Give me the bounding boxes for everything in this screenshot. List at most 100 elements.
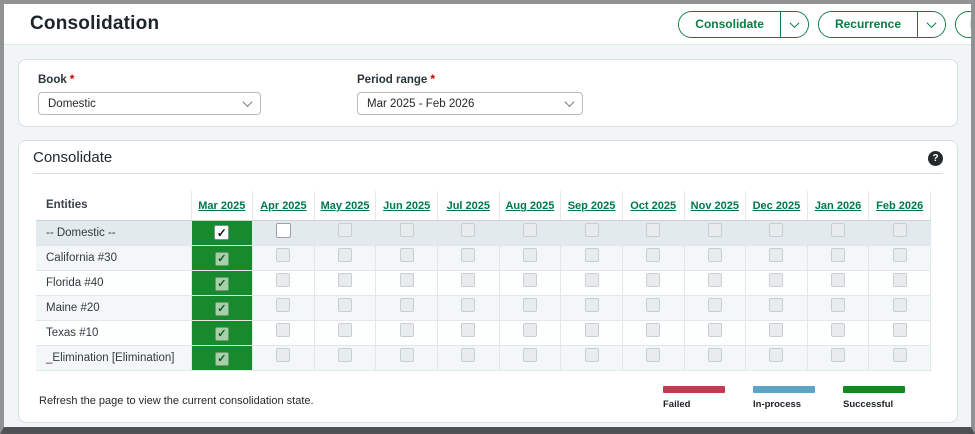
cell-florida-40-jun-2025: [375, 270, 438, 296]
checkbox-california-30-oct-2025: [646, 248, 661, 262]
checkbox-florida-40-nov-2025: [707, 273, 722, 287]
month-link-jan-2026[interactable]: Jan 2026: [814, 200, 862, 213]
checkbox-texas-10-may-2025: [338, 323, 353, 337]
month-column-header-oct-2025: Oct 2025: [622, 191, 685, 221]
cell-california-30-dec-2025: [745, 245, 808, 271]
cell-california-30-nov-2025: [684, 245, 747, 271]
legend-label: Failed: [663, 399, 691, 410]
month-link-jul-2025[interactable]: Jul 2025: [446, 200, 491, 213]
legend-color-bar-successful: [843, 386, 905, 393]
checkbox-texas-10-jan-2026: [831, 323, 846, 337]
consolidate-card: Consolidate ? Entities Mar 2025 Apr 2025 Ma…: [18, 140, 958, 423]
recurrence-dropdown-button[interactable]: [917, 11, 945, 37]
month-column-header-mar-2025: Mar 2025: [191, 191, 254, 221]
checkbox-maine-20-apr-2025: [276, 298, 291, 312]
cell-florida-40-apr-2025: [252, 270, 315, 296]
help-icon[interactable]: ?: [928, 151, 943, 166]
period-range-field: Period range * Mar 2025 - Feb 2026: [357, 72, 583, 126]
recurrence-button-group: Recurrence: [817, 10, 946, 38]
checkbox-florida-40-jul-2025: [461, 273, 476, 287]
cell-texas-10-mar-2025: ✓: [191, 320, 254, 346]
checkbox-domestic-nov-2025: [707, 223, 722, 237]
cell-texas-10-jul-2025: [437, 320, 500, 346]
cell-elimination-elimination-sep-2025: [560, 345, 623, 371]
legend-label: In-process: [753, 399, 802, 410]
cell-texas-10-jun-2025: [375, 320, 438, 346]
checkbox-elimination-elimination-mar-2025: ✓: [214, 352, 229, 366]
entity-name: Florida #40: [36, 270, 192, 296]
checkbox-california-30-may-2025: [338, 248, 353, 262]
month-column-header-jul-2025: Jul 2025: [437, 191, 500, 221]
checkbox-domestic-oct-2025: [646, 223, 661, 237]
checkbox-california-30-apr-2025: [276, 248, 291, 262]
cell-texas-10-apr-2025: [252, 320, 315, 346]
cell-texas-10-feb-2026: [868, 320, 931, 346]
cell-maine-20-mar-2025: ✓: [191, 295, 254, 321]
cell-domestic-aug-2025: [499, 220, 562, 246]
month-link-nov-2025[interactable]: Nov 2025: [690, 200, 739, 213]
cell-elimination-elimination-aug-2025: [499, 345, 562, 371]
book-select[interactable]: Domestic: [38, 92, 261, 115]
checkbox-florida-40-sep-2025: [584, 273, 599, 287]
cell-elimination-elimination-apr-2025: [252, 345, 315, 371]
checkbox-texas-10-dec-2025: [769, 323, 784, 337]
checkbox-texas-10-nov-2025: [707, 323, 722, 337]
cell-maine-20-may-2025: [314, 295, 377, 321]
cell-elimination-elimination-nov-2025: [684, 345, 747, 371]
table-row-domestic: -- Domestic -- ✓: [36, 220, 931, 246]
checkbox-domestic-jun-2025: [399, 223, 414, 237]
cell-california-30-apr-2025: [252, 245, 315, 271]
month-link-jun-2025[interactable]: Jun 2025: [383, 200, 431, 213]
month-link-feb-2026[interactable]: Feb 2026: [876, 200, 924, 213]
cell-california-30-jun-2025: [375, 245, 438, 271]
cell-domestic-jan-2026: [807, 220, 870, 246]
consolidate-dropdown-button[interactable]: [779, 11, 808, 37]
month-link-may-2025[interactable]: May 2025: [320, 200, 370, 213]
checkbox-domestic-apr-2025[interactable]: [275, 222, 291, 238]
checkbox-maine-20-nov-2025: [707, 298, 722, 312]
legend-item-failed: Failed: [663, 386, 725, 410]
entities-column-header: Entities: [36, 191, 192, 221]
checkbox-elimination-elimination-dec-2025: [769, 348, 784, 362]
checkbox-maine-20-mar-2025: ✓: [214, 302, 229, 316]
cell-maine-20-apr-2025: [252, 295, 315, 321]
cell-texas-10-nov-2025: [684, 320, 747, 346]
month-column-header-sep-2025: Sep 2025: [560, 191, 623, 221]
header-actions: Consolidate Recurrence M: [678, 10, 971, 38]
cell-elimination-elimination-may-2025: [314, 345, 377, 371]
checkbox-florida-40-feb-2026: [892, 273, 907, 287]
consolidate-button[interactable]: Consolidate: [679, 11, 780, 37]
checkbox-maine-20-feb-2026: [892, 298, 907, 312]
month-link-sep-2025[interactable]: Sep 2025: [567, 200, 616, 213]
entity-name: Texas #10: [36, 320, 192, 346]
month-link-apr-2025[interactable]: Apr 2025: [260, 200, 307, 213]
cell-maine-20-nov-2025: [684, 295, 747, 321]
cell-elimination-elimination-oct-2025: [622, 345, 685, 371]
cell-domestic-jul-2025: [437, 220, 500, 246]
month-link-aug-2025[interactable]: Aug 2025: [505, 200, 555, 213]
checkbox-domestic-mar-2025[interactable]: ✓: [214, 225, 230, 240]
book-field: Book * Domestic: [38, 72, 261, 126]
checkbox-domestic-dec-2025: [769, 223, 784, 237]
cell-florida-40-feb-2026: [868, 270, 931, 296]
more-button-partial[interactable]: M: [956, 11, 971, 37]
month-link-mar-2025[interactable]: Mar 2025: [198, 200, 246, 213]
chevron-down-icon: [564, 97, 575, 108]
cell-california-30-may-2025: [314, 245, 377, 271]
required-asterisk: *: [69, 72, 75, 86]
checkbox-california-30-sep-2025: [584, 248, 599, 262]
recurrence-button[interactable]: Recurrence: [818, 11, 917, 37]
cell-domestic-sep-2025: [560, 220, 623, 246]
cell-california-30-feb-2026: [868, 245, 931, 271]
checkbox-california-30-mar-2025: ✓: [214, 252, 229, 266]
checkbox-texas-10-aug-2025: [522, 323, 537, 337]
checkbox-domestic-jul-2025: [461, 223, 476, 237]
period-range-select[interactable]: Mar 2025 - Feb 2026: [357, 92, 583, 115]
entity-name: _Elimination [Elimination]: [36, 345, 192, 371]
checkbox-elimination-elimination-jun-2025: [399, 348, 414, 362]
month-link-dec-2025[interactable]: Dec 2025: [752, 200, 801, 213]
cell-maine-20-oct-2025: [622, 295, 685, 321]
cell-domestic-may-2025: [314, 220, 377, 246]
month-column-header-may-2025: May 2025: [314, 191, 377, 221]
month-link-oct-2025[interactable]: Oct 2025: [630, 200, 677, 213]
